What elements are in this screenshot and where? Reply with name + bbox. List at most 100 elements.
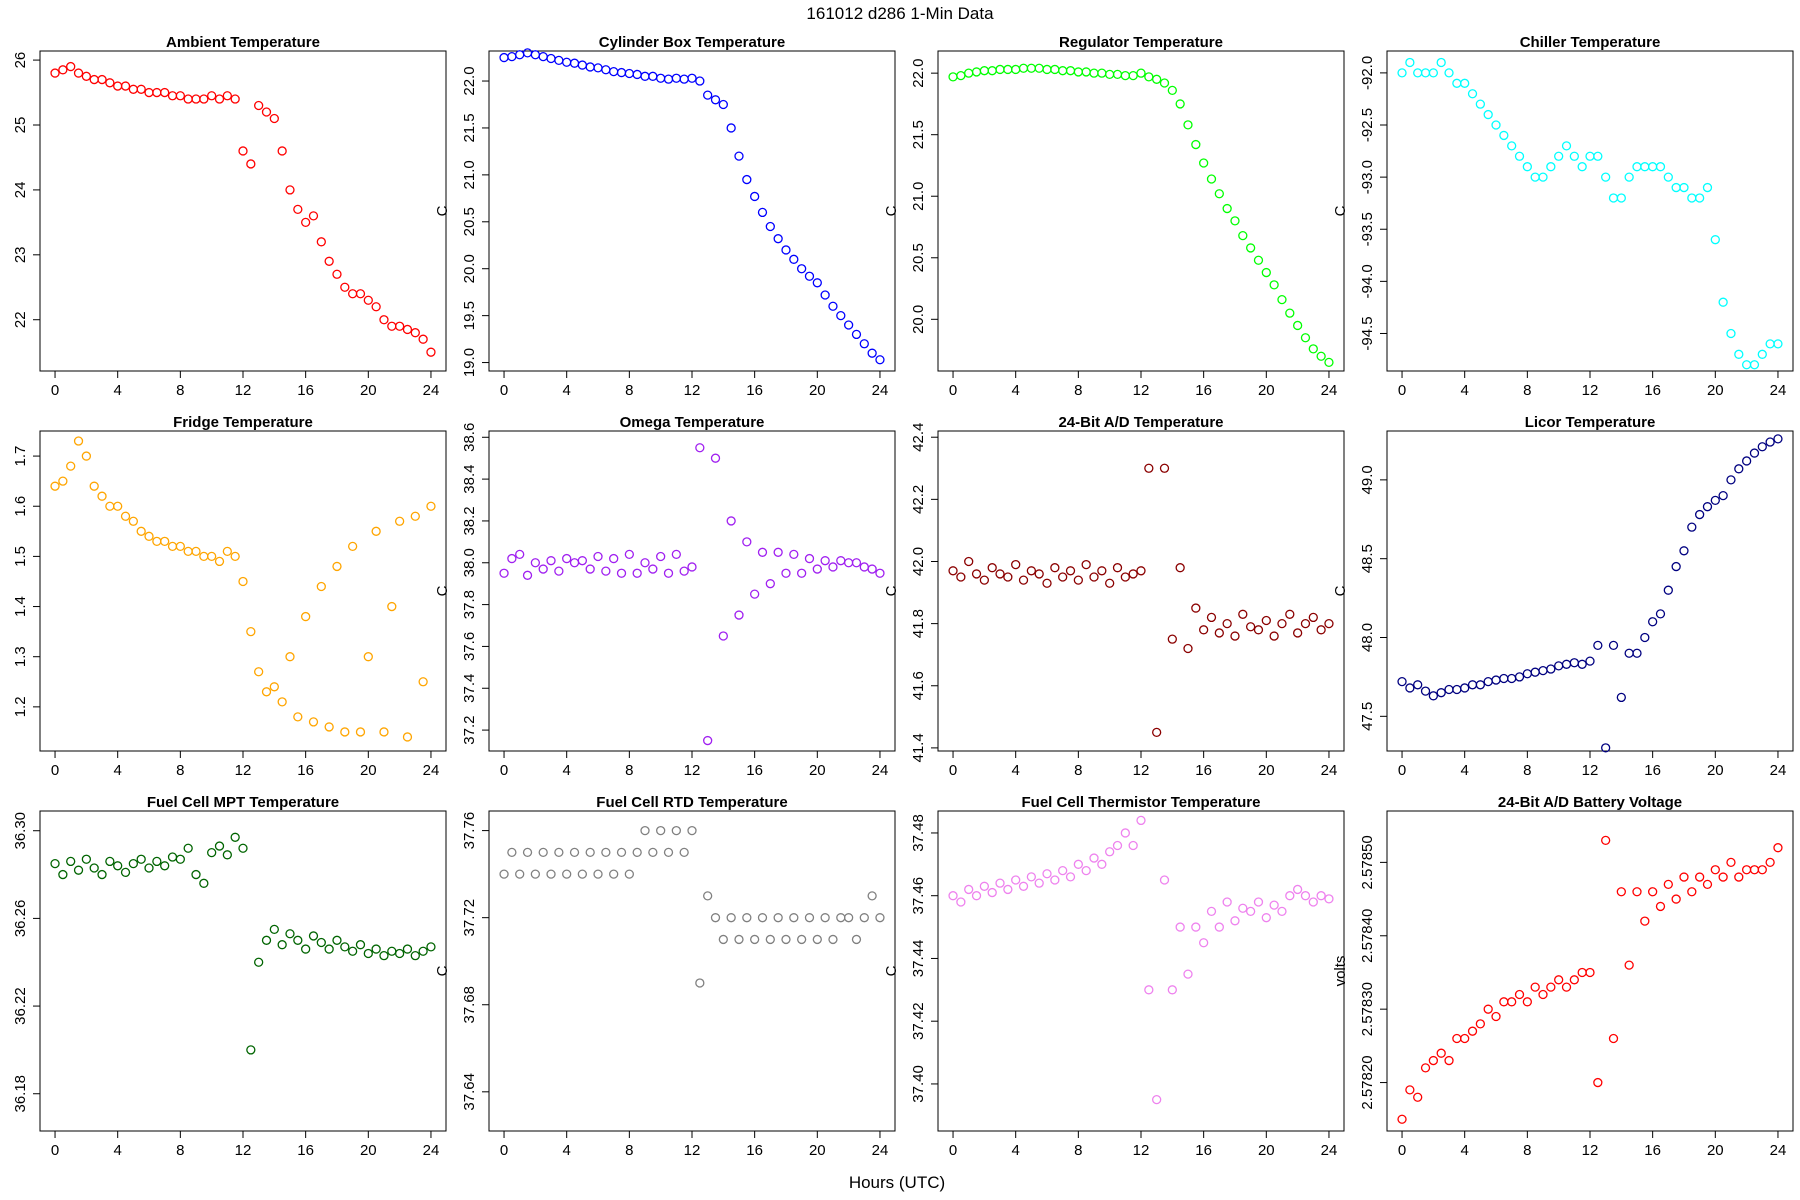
data-point — [1554, 975, 1564, 985]
data-point — [1199, 625, 1209, 635]
data-point — [254, 957, 264, 967]
data-point — [964, 556, 974, 567]
data-point — [1261, 913, 1271, 923]
data-point — [1648, 617, 1658, 627]
data-point — [1640, 632, 1650, 643]
y-tick-label: 20.0 — [461, 254, 478, 283]
data-point — [1569, 151, 1579, 161]
x-tick-label: 24 — [423, 382, 440, 399]
data-point — [679, 847, 689, 858]
data-point — [426, 501, 436, 511]
data-point — [1112, 563, 1123, 573]
data-point — [1648, 162, 1658, 172]
data-point — [640, 825, 650, 836]
data-point — [757, 547, 768, 557]
data-point — [58, 476, 68, 486]
data-point — [616, 67, 627, 78]
data-point — [1136, 566, 1146, 576]
data-point — [207, 847, 217, 858]
data-point — [167, 91, 178, 101]
data-point — [671, 549, 681, 560]
data-point — [1300, 891, 1311, 901]
data-point — [812, 934, 822, 945]
data-point — [1120, 828, 1130, 838]
x-tick-label: 16 — [1195, 382, 1212, 399]
data-point — [1734, 464, 1744, 474]
data-point — [1726, 328, 1736, 339]
data-point — [843, 320, 854, 330]
data-point — [1632, 648, 1642, 658]
data-point — [136, 854, 146, 864]
x-tick-label: 4 — [114, 382, 122, 399]
data-point — [859, 562, 869, 572]
data-point — [81, 71, 92, 81]
data-point — [648, 71, 658, 81]
data-point — [569, 558, 580, 568]
data-point — [1420, 1063, 1431, 1073]
plot-box — [937, 50, 1345, 372]
data-point — [1475, 99, 1486, 109]
data-point — [1026, 63, 1037, 73]
data-point — [1026, 566, 1037, 576]
data-point — [1199, 158, 1209, 168]
data-point — [979, 881, 990, 891]
y-axis-label: C — [0, 205, 2, 216]
data-point — [1765, 857, 1775, 868]
data-point — [214, 94, 225, 104]
data-point — [1428, 68, 1439, 78]
y-tick-label: 21.5 — [910, 120, 927, 149]
data-point — [1483, 676, 1493, 687]
data-point — [246, 1045, 256, 1055]
data-point — [1585, 151, 1595, 161]
data-point — [301, 944, 311, 954]
y-tick-label: 49.0 — [1359, 465, 1376, 494]
x-tick-label: 20 — [1707, 382, 1724, 399]
data-point — [144, 531, 154, 541]
data-point — [648, 847, 658, 858]
data-point — [1183, 969, 1193, 979]
x-tick-label: 16 — [297, 1142, 314, 1159]
y-tick-label: 21.5 — [461, 113, 478, 142]
data-point — [757, 207, 768, 218]
data-point — [1397, 1114, 1407, 1124]
data-point — [750, 589, 760, 599]
data-point — [426, 347, 436, 357]
data-point — [1663, 585, 1673, 595]
y-tick-label: 1.2 — [12, 696, 29, 717]
data-point — [1514, 151, 1525, 161]
data-point — [971, 569, 982, 579]
data-point — [1640, 916, 1650, 926]
data-point — [324, 944, 334, 954]
y-tick-label: 48.5 — [1359, 544, 1376, 573]
data-point — [1444, 1055, 1454, 1066]
data-point — [1159, 875, 1170, 885]
data-point — [1507, 673, 1517, 684]
data-point — [1624, 172, 1634, 182]
data-point — [152, 856, 162, 867]
data-point — [363, 652, 373, 662]
data-point — [1538, 989, 1548, 1000]
x-tick-label: 20 — [1258, 1142, 1275, 1159]
data-point — [332, 935, 342, 945]
data-point — [1538, 172, 1548, 182]
data-point — [1452, 78, 1462, 88]
data-point — [1397, 676, 1407, 687]
data-point — [199, 94, 209, 104]
data-point — [1624, 960, 1634, 970]
data-point — [128, 516, 139, 526]
data-point — [1530, 982, 1540, 992]
data-point — [214, 841, 225, 851]
data-point — [1687, 193, 1697, 203]
data-point — [1428, 1055, 1439, 1066]
data-point — [851, 558, 862, 568]
y-tick-label: 1.6 — [12, 496, 29, 517]
y-tick-label: 36.26 — [12, 900, 29, 938]
data-point — [836, 310, 846, 321]
data-point — [773, 547, 783, 557]
data-point — [656, 73, 666, 83]
data-point — [569, 847, 580, 858]
data-point — [530, 558, 541, 568]
x-tick-label: 24 — [872, 382, 889, 399]
data-point — [1159, 78, 1170, 88]
data-point — [1499, 673, 1509, 684]
